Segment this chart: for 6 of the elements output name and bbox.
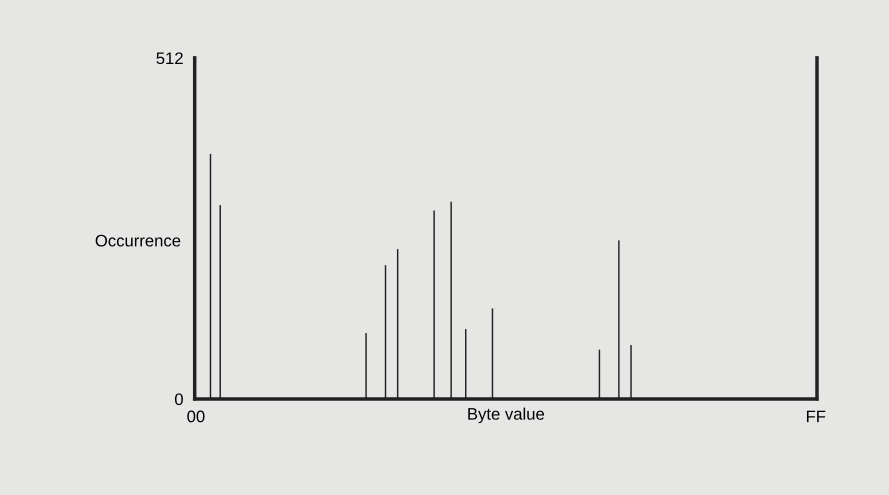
y-tick-label: 0 <box>174 393 183 406</box>
x-axis-title: Byte value <box>468 408 544 424</box>
x-tick-label: FF <box>806 410 826 422</box>
x-tick-label: 00 <box>187 410 205 422</box>
y-axis-title: Occurrence <box>96 234 180 247</box>
y-tick-label: 512 <box>156 52 183 64</box>
